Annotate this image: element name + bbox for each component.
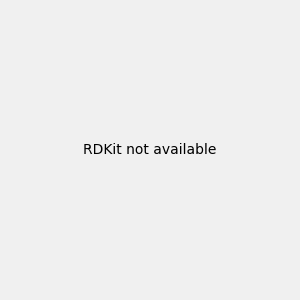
Text: RDKit not available: RDKit not available: [83, 143, 217, 157]
